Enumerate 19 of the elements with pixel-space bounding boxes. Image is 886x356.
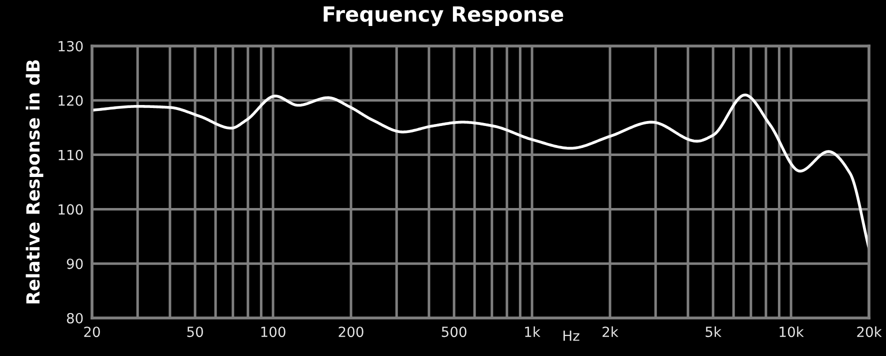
x-tick-label: 1k <box>525 326 540 337</box>
y-tick-label: 80 <box>66 312 83 324</box>
y-tick-label: 100 <box>58 204 83 215</box>
x-tick-label: 10k <box>780 326 804 338</box>
x-axis-title: Hz <box>564 330 580 341</box>
y-axis-title: Relative Response in dB <box>26 60 44 304</box>
x-tick-label: 200 <box>338 326 364 338</box>
y-tick-label: 110 <box>58 150 83 160</box>
x-tick-label: 100 <box>261 326 286 338</box>
y-tick-label: 120 <box>58 95 83 106</box>
x-tick-label: 2k <box>602 326 618 337</box>
chart-title: Frequency Response <box>324 6 564 26</box>
x-tick-label: 500 <box>442 326 466 338</box>
x-tick-label: 5k <box>706 326 722 338</box>
y-tick-label: 130 <box>58 40 83 52</box>
x-tick-label: 20k <box>857 326 882 338</box>
x-tick-label: 20 <box>84 326 100 338</box>
y-tick-label: 90 <box>66 258 83 270</box>
x-tick-label: 50 <box>187 326 203 338</box>
